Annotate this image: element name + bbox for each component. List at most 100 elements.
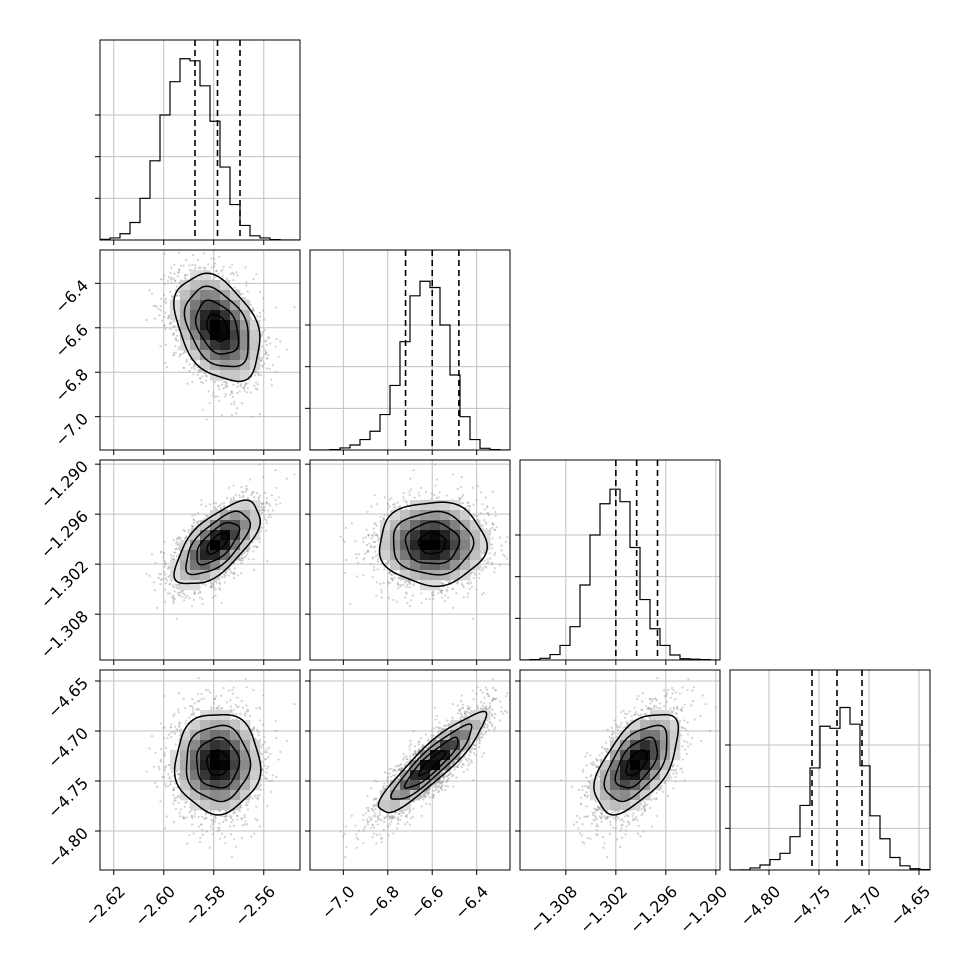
scatter-point xyxy=(285,477,289,480)
scatter-point xyxy=(240,556,243,560)
scatter-point xyxy=(183,276,186,280)
scatter-point xyxy=(195,521,199,524)
scatter-point xyxy=(175,285,178,288)
scatter-point xyxy=(240,561,243,564)
scatter-point xyxy=(244,490,247,493)
scatter-point xyxy=(246,549,249,553)
scatter-point xyxy=(150,292,154,295)
scatter-point xyxy=(262,297,265,300)
scatter-point xyxy=(262,502,265,505)
scatter-point xyxy=(148,288,151,292)
scatter-point xyxy=(235,412,238,415)
scatter-point xyxy=(183,593,186,596)
scatter-point xyxy=(173,279,177,283)
scatter-point xyxy=(173,353,176,356)
scatter-point xyxy=(233,571,236,574)
scatter-point xyxy=(184,274,187,277)
density-cell xyxy=(210,300,221,311)
scatter-point xyxy=(219,506,222,509)
scatter-point xyxy=(263,515,266,518)
scatter-point xyxy=(200,503,203,506)
panel-background-1-1 xyxy=(310,250,510,450)
scatter-point xyxy=(252,278,255,281)
density-cell xyxy=(200,330,211,341)
scatter-point xyxy=(233,400,236,403)
scatter-point xyxy=(176,271,180,274)
scatter-point xyxy=(243,386,246,389)
scatter-point xyxy=(217,384,220,388)
scatter-point xyxy=(243,296,246,300)
scatter-point xyxy=(263,348,266,351)
scatter-point xyxy=(186,273,189,276)
scatter-point xyxy=(255,381,258,384)
scatter-point xyxy=(293,306,296,309)
scatter-point xyxy=(173,597,176,600)
density-cell xyxy=(230,290,241,301)
scatter-point xyxy=(210,585,213,588)
density-cell xyxy=(180,320,191,331)
scatter-point xyxy=(170,596,174,599)
scatter-point xyxy=(232,577,236,580)
scatter-point xyxy=(174,337,177,340)
scatter-point xyxy=(164,361,167,364)
scatter-point xyxy=(218,388,221,391)
scatter-point xyxy=(164,343,167,346)
scatter-point xyxy=(178,282,181,285)
scatter-point xyxy=(236,274,239,277)
scatter-point xyxy=(203,517,206,521)
scatter-point xyxy=(264,529,268,532)
scatter-point xyxy=(191,525,194,528)
scatter-point xyxy=(253,496,256,499)
scatter-point xyxy=(190,524,194,527)
scatter-point xyxy=(245,485,248,488)
scatter-point xyxy=(183,350,186,353)
scatter-point xyxy=(196,373,200,376)
scatter-point xyxy=(176,294,179,297)
scatter-point xyxy=(241,496,245,499)
scatter-point xyxy=(275,486,278,490)
scatter-point xyxy=(175,547,178,550)
scatter-point xyxy=(256,388,259,391)
scatter-point xyxy=(244,266,247,269)
scatter-point xyxy=(267,336,270,340)
scatter-point xyxy=(175,555,178,558)
scatter-point xyxy=(160,550,163,553)
scatter-point xyxy=(190,367,193,370)
scatter-point xyxy=(241,559,244,562)
scatter-point xyxy=(232,484,235,487)
scatter-point xyxy=(145,318,148,322)
scatter-point xyxy=(201,598,204,601)
scatter-point xyxy=(232,383,235,386)
panel-1-1 xyxy=(305,249,511,455)
scatter-point xyxy=(246,382,249,385)
scatter-point xyxy=(159,578,163,581)
scatter-point xyxy=(254,371,257,374)
scatter-point xyxy=(159,297,163,300)
scatter-point xyxy=(175,294,178,297)
scatter-point xyxy=(241,296,245,299)
scatter-point xyxy=(229,560,233,563)
scatter-point xyxy=(261,356,264,359)
density-cell xyxy=(250,340,261,351)
scatter-point xyxy=(176,591,179,595)
density-cell xyxy=(190,290,201,301)
scatter-point xyxy=(191,514,194,517)
scatter-point xyxy=(172,354,175,357)
scatter-point xyxy=(245,281,248,284)
scatter-point xyxy=(240,486,243,489)
scatter-point xyxy=(210,257,213,260)
scatter-point xyxy=(170,266,173,269)
scatter-point xyxy=(197,519,201,523)
scatter-point xyxy=(153,589,157,592)
density-cell xyxy=(240,320,251,331)
scatter-point xyxy=(192,365,195,368)
density-cell xyxy=(210,320,221,331)
scatter-point xyxy=(172,594,175,597)
scatter-point xyxy=(261,365,264,368)
scatter-point xyxy=(169,271,172,275)
scatter-point xyxy=(244,298,247,301)
scatter-point xyxy=(263,509,266,512)
scatter-point xyxy=(244,382,247,385)
density-cell xyxy=(180,280,191,291)
scatter-point xyxy=(223,381,226,384)
